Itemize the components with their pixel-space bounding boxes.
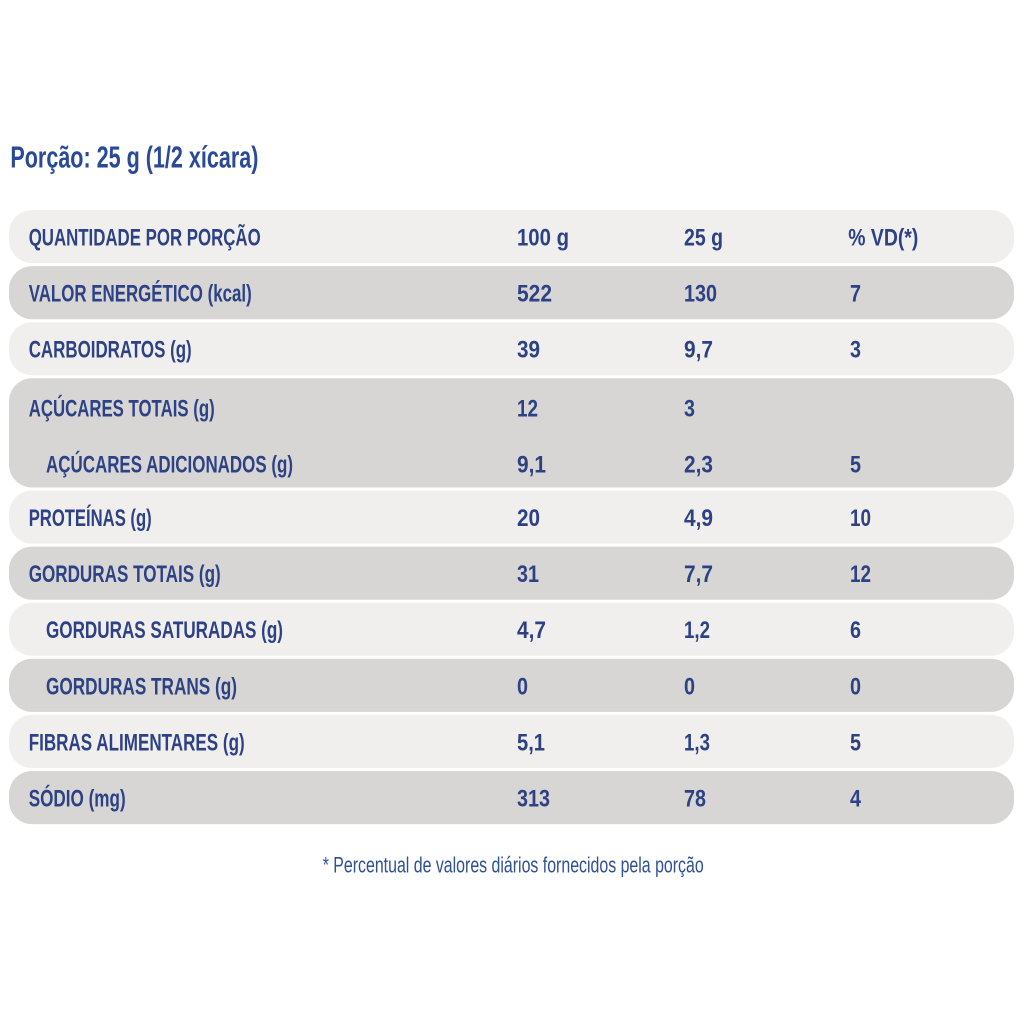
svg-text:12: 12 <box>850 561 871 588</box>
svg-text:78: 78 <box>684 786 706 813</box>
svg-text:2,3: 2,3 <box>684 451 713 478</box>
svg-text:CARBOIDRATOS (g): CARBOIDRATOS (g) <box>29 337 192 364</box>
svg-text:31: 31 <box>517 561 539 588</box>
svg-text:5: 5 <box>850 729 861 756</box>
svg-text:Porção: 25 g (1/2 xícara): Porção: 25 g (1/2 xícara) <box>10 140 258 175</box>
svg-text:10: 10 <box>850 505 871 532</box>
svg-text:3: 3 <box>684 395 695 422</box>
svg-text:6: 6 <box>850 617 861 644</box>
svg-text:25 g: 25 g <box>684 225 723 252</box>
svg-text:130: 130 <box>684 281 717 308</box>
svg-text:% VD(*): % VD(*) <box>848 225 918 252</box>
svg-text:VALOR ENERGÉTICO (kcal): VALOR ENERGÉTICO (kcal) <box>29 280 252 308</box>
svg-text:12: 12 <box>517 395 538 422</box>
svg-text:4: 4 <box>850 786 862 813</box>
svg-text:5: 5 <box>850 451 861 478</box>
svg-text:3: 3 <box>850 337 861 364</box>
svg-text:100 g: 100 g <box>517 225 569 252</box>
svg-text:GORDURAS TRANS (g): GORDURAS TRANS (g) <box>46 673 237 700</box>
svg-text:1,2: 1,2 <box>684 617 710 644</box>
svg-text:0: 0 <box>684 673 695 700</box>
svg-text:0: 0 <box>850 673 861 700</box>
svg-text:GORDURAS TOTAIS (g): GORDURAS TOTAIS (g) <box>29 561 221 588</box>
svg-text:5,1: 5,1 <box>517 729 545 756</box>
svg-text:7,7: 7,7 <box>684 561 713 588</box>
svg-text:AÇÚCARES ADICIONADOS (g): AÇÚCARES ADICIONADOS (g) <box>46 450 293 478</box>
svg-text:0: 0 <box>517 673 528 700</box>
svg-text:9,7: 9,7 <box>684 337 713 364</box>
svg-text:QUANTIDADE POR PORÇÃO: QUANTIDADE POR PORÇÃO <box>29 224 261 252</box>
svg-text:PROTEÍNAS (g): PROTEÍNAS (g) <box>29 504 152 532</box>
svg-text:9,1: 9,1 <box>517 451 546 478</box>
svg-text:4,7: 4,7 <box>517 617 546 644</box>
svg-text:4,9: 4,9 <box>684 505 713 532</box>
svg-text:GORDURAS SATURADAS (g): GORDURAS SATURADAS (g) <box>46 617 283 644</box>
svg-text:39: 39 <box>517 337 540 364</box>
svg-text:1,3: 1,3 <box>684 729 710 756</box>
svg-text:20: 20 <box>517 505 540 532</box>
svg-text:522: 522 <box>517 281 552 308</box>
svg-text:SÓDIO (mg): SÓDIO (mg) <box>29 785 126 813</box>
svg-text:AÇÚCARES TOTAIS (g): AÇÚCARES TOTAIS (g) <box>29 394 215 422</box>
svg-text:313: 313 <box>517 786 550 813</box>
svg-text:* Percentual de valores diário: * Percentual de valores diários fornecid… <box>323 852 704 877</box>
svg-text:FIBRAS ALIMENTARES (g): FIBRAS ALIMENTARES (g) <box>29 729 245 756</box>
svg-text:7: 7 <box>850 281 861 308</box>
